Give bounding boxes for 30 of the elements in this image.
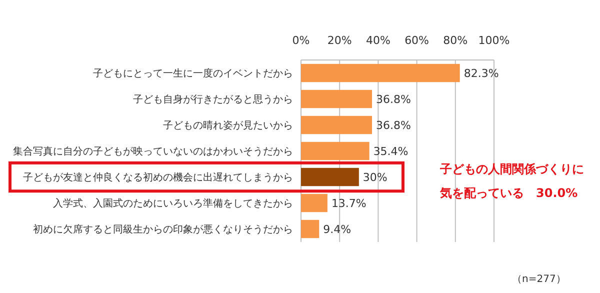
y-tick-label: 入学式、入園式のためにいろいろ準備をしてきたから <box>53 198 293 210</box>
x-tick-label: 40% <box>366 34 390 47</box>
bar <box>301 64 460 82</box>
data-label: 35.4% <box>373 145 408 158</box>
annotation: 子どもの人間関係づくりに <box>439 162 584 176</box>
x-tick-label: 80% <box>443 34 468 47</box>
data-label: 9.4% <box>323 223 352 236</box>
data-label: 13.7% <box>331 197 366 210</box>
x-tick-label: 0% <box>292 34 310 47</box>
bar <box>301 194 328 212</box>
text: （n=277） <box>512 274 566 285</box>
x-tick-label: 60% <box>404 34 430 47</box>
bar <box>301 220 320 238</box>
x-tick-label: 100% <box>478 34 510 47</box>
bar <box>301 90 372 108</box>
y-tick-label: 子どもにとって一生に一度のイベントだから <box>93 68 293 80</box>
data-label: 82.3% <box>464 67 499 80</box>
annotation: 気を配っている 30.0% <box>439 186 578 200</box>
y-tick-label: 子どもが友達と仲良くなる初めの機会に出遅れてしまうから <box>23 172 293 184</box>
data-label: 30% <box>362 171 388 184</box>
bar <box>301 168 359 186</box>
x-tick-label: 20% <box>327 34 352 47</box>
bar <box>301 142 370 160</box>
data-label: 36.8% <box>376 93 411 106</box>
y-tick-label: 初めに欠席すると同級生からの印象が悪くなりそうだから <box>33 224 293 236</box>
y-tick-label: 集合写真に自分の子どもが映っていないのはかわいそうだから <box>13 146 293 158</box>
y-tick-label: 子ども自身が行きたがると思うから <box>133 94 293 106</box>
y-tick-label: 子どもの晴れ姿が見たいから <box>163 120 293 132</box>
data-label: 36.8% <box>376 119 411 132</box>
bar <box>301 116 372 134</box>
